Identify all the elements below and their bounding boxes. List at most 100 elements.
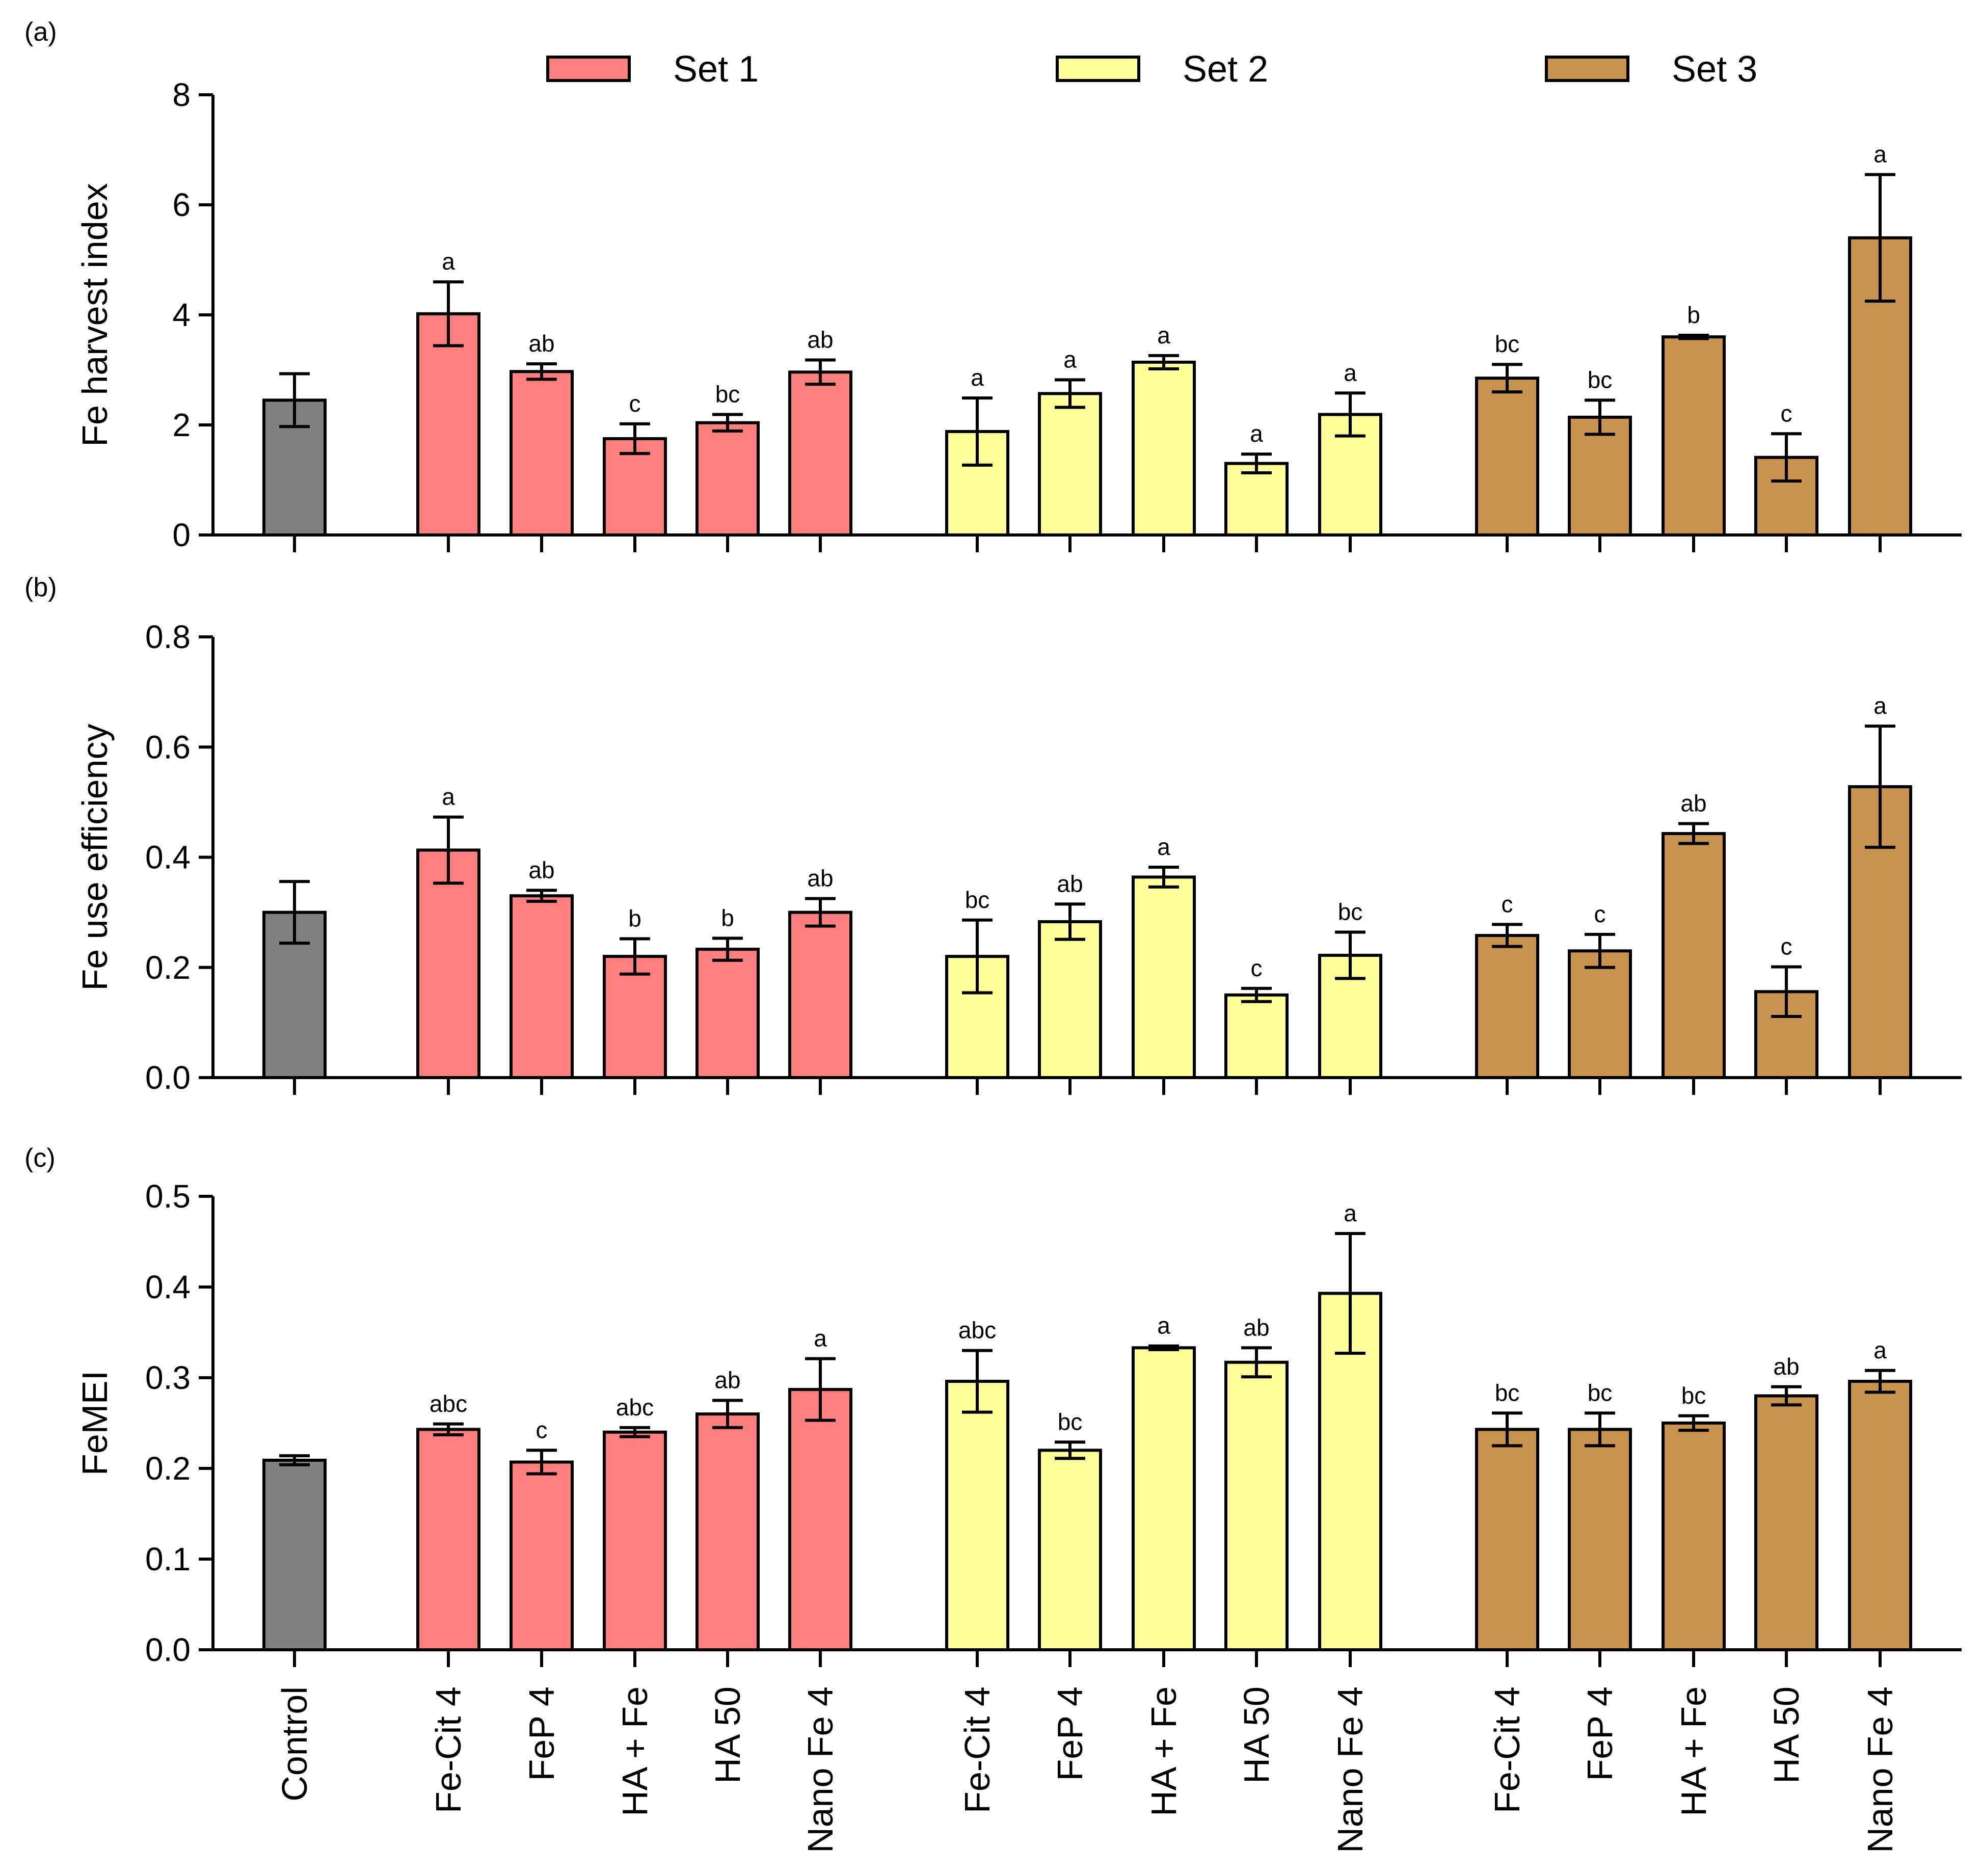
y-tick-label: 0.2: [145, 1450, 191, 1487]
error-bar: [1241, 986, 1272, 1003]
y-tick-label: 0.3: [145, 1359, 191, 1396]
significance-label: bc: [1588, 1379, 1613, 1406]
bar-set2-2: [1038, 1449, 1102, 1651]
error-bar: [1148, 354, 1179, 370]
error-bar: [1241, 452, 1272, 474]
bar-set1-3: [603, 1430, 667, 1652]
bar-set3-3: [1662, 1422, 1726, 1651]
bar-set1-1: [416, 312, 480, 537]
error-bar: [433, 815, 464, 885]
error-bar: [1585, 932, 1615, 969]
y-axis-title: FeMEI: [75, 1371, 115, 1476]
y-tick-label: 0.4: [145, 839, 191, 876]
significance-label: abc: [958, 1317, 996, 1344]
y-tick-label: 6: [172, 186, 191, 223]
error-bar: [962, 918, 993, 995]
bar-set2-3: [1132, 1346, 1196, 1651]
bar-set3-1: [1475, 1428, 1539, 1651]
error-bar: [1492, 1411, 1522, 1448]
significance-label: c: [1781, 400, 1792, 426]
panel-letter: (a): [24, 17, 57, 47]
x-category-label: HA 50: [1766, 1686, 1806, 1784]
significance-label: ab: [807, 327, 833, 353]
x-category-label: FeP 4: [1050, 1686, 1090, 1781]
bar-set1-5: [788, 370, 852, 537]
error-bar: [526, 362, 557, 381]
bar-set3-3: [1662, 335, 1726, 537]
error-bar: [1148, 1344, 1179, 1351]
legend-item-set1: Set 1: [546, 49, 759, 90]
error-bar: [1335, 391, 1365, 438]
error-bar: [712, 936, 743, 962]
bar-set1-4: [695, 948, 760, 1079]
error-bar: [1771, 432, 1802, 483]
significance-label: a: [1157, 322, 1170, 349]
y-tick-label: 0.0: [145, 1631, 191, 1668]
significance-label: ab: [714, 1367, 740, 1393]
bar-set2-4: [1224, 993, 1289, 1079]
legend-label: Set 1: [673, 49, 759, 90]
significance-label: a: [1157, 834, 1170, 860]
significance-label: c: [1251, 955, 1263, 981]
significance-label: a: [1157, 1312, 1170, 1339]
bar-set3-5: [1848, 1380, 1912, 1652]
error-bar: [433, 280, 464, 347]
x-category-label: FeP 4: [522, 1686, 561, 1781]
error-bar: [805, 897, 836, 928]
bar-set2-4: [1224, 1360, 1289, 1651]
error-bar: [1865, 725, 1895, 849]
error-bar: [1492, 363, 1522, 394]
x-category-label: HA 50: [1237, 1686, 1276, 1784]
error-bar: [1771, 1385, 1802, 1407]
error-bar: [1492, 923, 1522, 948]
legend-swatch: [1545, 56, 1629, 82]
significance-label: a: [442, 248, 455, 275]
bar-set1-1: [416, 1428, 480, 1651]
significance-label: bc: [1588, 366, 1613, 393]
panel-letter: (c): [24, 1143, 56, 1173]
x-category-label: Fe-Cit 4: [957, 1686, 997, 1813]
bar-set1-1: [416, 848, 480, 1079]
legend-swatch: [1056, 56, 1140, 82]
legend-label: Set 2: [1183, 49, 1268, 90]
error-bar: [1148, 865, 1179, 889]
significance-label: ab: [528, 856, 554, 883]
significance-label: a: [1250, 420, 1263, 447]
significance-label: bc: [1495, 1379, 1520, 1406]
error-bar: [620, 422, 650, 455]
significance-label: a: [1344, 359, 1357, 386]
error-bar: [279, 372, 310, 428]
x-category-label: Nano Fe 4: [800, 1686, 840, 1853]
significance-label: ab: [1680, 790, 1706, 817]
significance-label: a: [1344, 1200, 1357, 1226]
y-tick-label: 2: [172, 407, 191, 443]
significance-label: ab: [1243, 1314, 1269, 1341]
significance-label: ab: [807, 865, 833, 892]
error-bar: [962, 396, 993, 467]
x-category-label: Control: [275, 1686, 314, 1802]
significance-label: ab: [1773, 1353, 1799, 1380]
y-tick-label: 0.1: [145, 1541, 191, 1577]
error-bar: [712, 1399, 743, 1429]
legend: Set 1 Set 2 Set 3: [546, 49, 1757, 90]
y-axis-title: Fe harvest index: [75, 183, 115, 446]
error-bar: [1678, 333, 1709, 340]
error-bar: [279, 1454, 310, 1466]
significance-label: c: [1502, 891, 1513, 917]
y-tick-label: 0.6: [145, 729, 191, 765]
bar-set2-1: [945, 1380, 1009, 1652]
error-bar: [279, 880, 310, 945]
y-tick-label: 0: [172, 517, 191, 553]
error-bar: [712, 413, 743, 433]
error-bar: [1335, 1231, 1365, 1355]
x-category-label: Fe-Cit 4: [428, 1686, 468, 1813]
legend-label: Set 3: [1672, 49, 1757, 90]
bar-set2-5: [1318, 413, 1382, 537]
significance-label: bc: [965, 887, 990, 913]
y-tick-label: 0.4: [145, 1269, 191, 1305]
legend-item-set3: Set 3: [1545, 49, 1757, 90]
error-bar: [620, 1426, 650, 1438]
bar-set3-2: [1568, 1428, 1632, 1651]
error-bar: [1865, 173, 1895, 303]
